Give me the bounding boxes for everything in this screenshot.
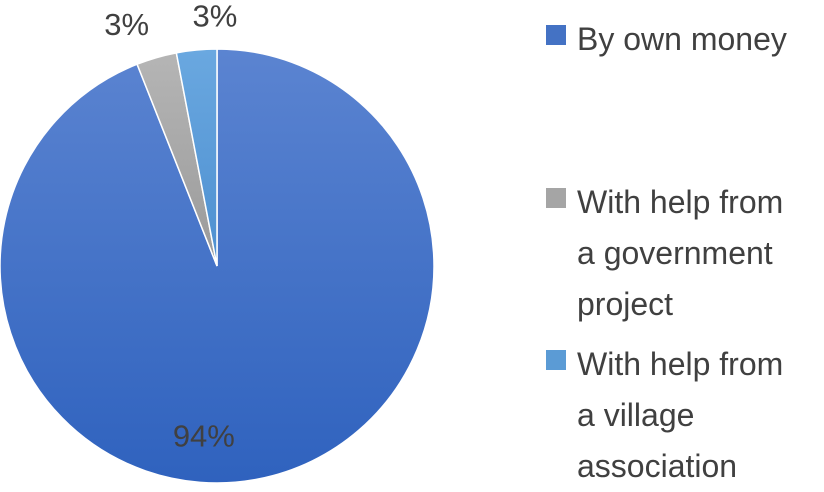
- pie-slice-2: [175, 48, 218, 267]
- legend-swatch: [546, 350, 566, 370]
- legend: By own money With help from a government…: [546, 0, 824, 484]
- legend-item-village-association: With help from a village association: [546, 339, 824, 492]
- legend-swatch: [546, 25, 566, 45]
- slice-data-label: 3%: [104, 7, 149, 42]
- slice-data-label: 94%: [173, 419, 235, 454]
- legend-label: With help from a village association: [577, 346, 784, 484]
- legend-label: With help from a government project: [577, 184, 784, 322]
- legend-swatch: [546, 188, 566, 208]
- slice-data-label: 3%: [193, 0, 238, 34]
- legend-item-government-project: With help from a government project: [546, 177, 824, 330]
- legend-label: By own money: [577, 21, 787, 57]
- legend-item-own-money: By own money: [546, 14, 824, 65]
